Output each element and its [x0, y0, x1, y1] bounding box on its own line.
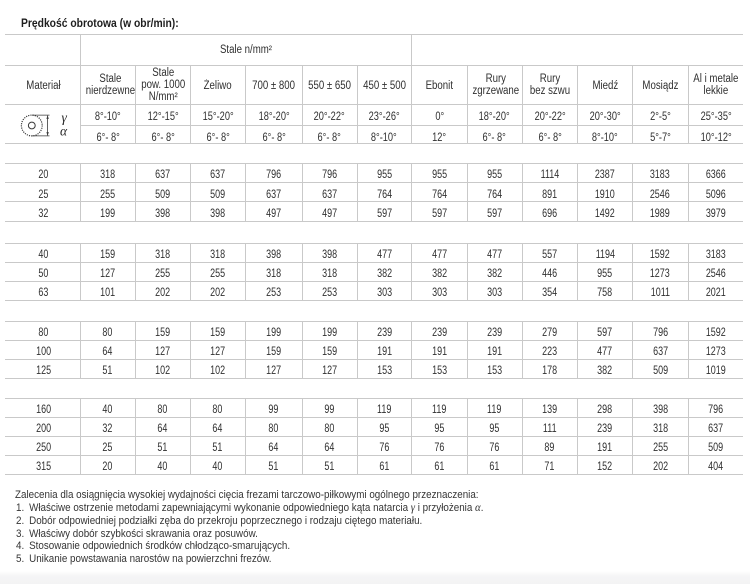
svg-text:γ: γ: [62, 110, 68, 125]
svg-text:α: α: [60, 124, 68, 139]
